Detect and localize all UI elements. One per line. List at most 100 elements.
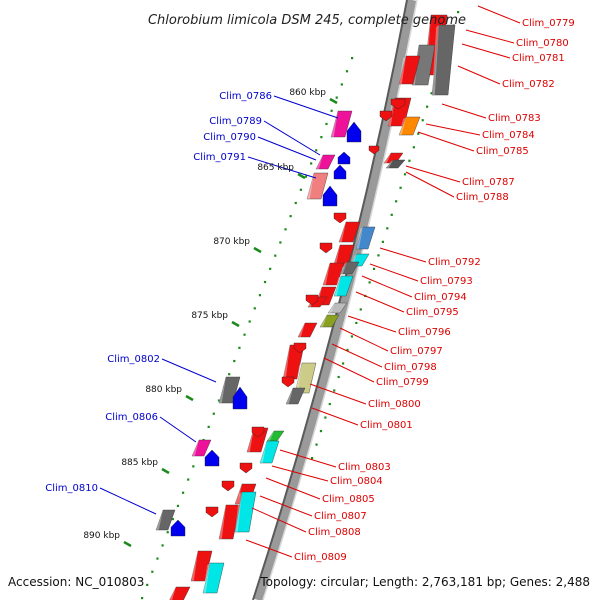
outer-dot <box>403 173 407 176</box>
reverse-arrow-1 <box>379 110 393 122</box>
reverse-arrow-5 <box>305 294 319 306</box>
inner-dot <box>181 491 185 494</box>
reverse-gene-glyph-7-shade <box>386 160 393 168</box>
outer-dot <box>381 240 384 243</box>
outer-dot <box>333 389 336 392</box>
reverse-gene-glyph-3 <box>431 24 456 96</box>
inner-dot <box>299 188 302 191</box>
reverse-arrow-8 <box>251 426 265 438</box>
outer-dot <box>355 321 358 325</box>
outer-dot <box>417 132 420 135</box>
reverse-leader-line <box>461 43 511 59</box>
reverse-gene-glyph-5-shade <box>399 117 406 135</box>
forward-gene-glyph-5 <box>155 509 176 531</box>
forward-gene-glyph-1 <box>315 154 336 170</box>
reverse-leader-line <box>311 407 359 426</box>
outer-dot <box>399 186 402 189</box>
reverse-gene-label: Clim_0783 <box>488 113 541 124</box>
inner-dot <box>176 504 180 508</box>
inner-dot <box>274 254 277 257</box>
reverse-leader-line <box>245 539 293 558</box>
reverse-gene-label: Clim_0800 <box>368 399 421 410</box>
inner-dot <box>304 175 308 178</box>
reverse-gene-label: Clim_0809 <box>294 552 347 563</box>
outer-dot <box>359 308 362 311</box>
reverse-gene-label: Clim_0785 <box>476 146 529 157</box>
reverse-leader-line <box>405 165 461 183</box>
forward-arrow-4 <box>232 386 248 410</box>
reverse-gene-glyph-9 <box>355 226 376 250</box>
reverse-gene-glyph-27 <box>218 504 241 540</box>
forward-gene-label: Clim_0791 <box>193 152 246 163</box>
inner-dot <box>233 359 236 363</box>
forward-gene-label: Clim_0802 <box>107 354 160 365</box>
outer-dot <box>341 362 345 365</box>
forward-leader-line <box>273 95 339 119</box>
reverse-gene-glyph-9-shade <box>356 227 363 249</box>
reverse-gene-label: Clim_0779 <box>522 18 575 29</box>
inner-dot <box>269 267 272 270</box>
outer-dot <box>390 213 393 216</box>
reverse-arrow-2 <box>368 145 380 155</box>
forward-gene-glyph-4 <box>191 439 212 457</box>
forward-gene-glyph-2-shade <box>307 173 314 199</box>
reverse-gene-glyph-18-shade <box>320 315 327 327</box>
tick-mark <box>185 394 194 402</box>
reverse-arrow-6 <box>293 342 307 354</box>
forward-gene-label: Clim_0789 <box>209 116 262 127</box>
reverse-gene-label: Clim_0782 <box>502 79 555 90</box>
reverse-gene-glyph-25-shade <box>260 441 267 463</box>
reverse-gene-glyph-22-shade <box>286 388 293 404</box>
reverse-leader-line <box>369 263 419 282</box>
reverse-leader-line <box>405 171 455 198</box>
inner-dot <box>217 399 221 402</box>
reverse-gene-glyph-13 <box>339 261 360 275</box>
reverse-leader-line <box>339 327 389 352</box>
inner-dot <box>151 570 154 573</box>
reverse-gene-glyph-2-shade <box>399 56 406 84</box>
inner-dot <box>325 122 328 126</box>
outer-dot <box>430 92 433 95</box>
tick-mark <box>123 540 132 548</box>
outer-dot <box>412 146 415 149</box>
forward-arrow-6 <box>170 519 186 537</box>
outer-dot <box>324 416 327 419</box>
inner-dot <box>330 109 333 112</box>
outer-dot <box>346 348 349 352</box>
reverse-gene-label: Clim_0804 <box>330 476 383 487</box>
inner-dot <box>141 597 144 600</box>
reverse-gene-label: Clim_0780 <box>516 38 569 49</box>
reverse-gene-label: Clim_0801 <box>360 420 413 431</box>
reverse-gene-glyph-24-shade <box>267 431 274 441</box>
reverse-gene-glyph-22 <box>285 387 306 405</box>
tick-label: 870 kbp <box>213 237 250 247</box>
reverse-gene-glyph-5 <box>398 116 421 136</box>
reverse-gene-glyph-31-shade <box>169 587 176 600</box>
outer-dot <box>395 200 398 203</box>
reverse-leader-line <box>347 315 397 333</box>
reverse-gene-label: Clim_0794 <box>414 292 467 303</box>
reverse-gene-glyph-28-shade <box>235 492 242 532</box>
reverse-leader-line <box>309 383 367 405</box>
reverse-leader-line <box>457 65 501 85</box>
outer-dot <box>315 443 318 446</box>
reverse-leader-line <box>441 103 487 119</box>
forward-gene-glyph-1-shade <box>316 155 323 169</box>
inner-dot <box>294 201 297 205</box>
forward-leader-line <box>247 156 317 179</box>
inner-dot <box>310 162 313 165</box>
reverse-gene-glyph-25 <box>259 440 280 464</box>
reverse-gene-label: Clim_0803 <box>338 462 391 473</box>
reverse-gene-glyph-27-shade <box>219 505 226 539</box>
forward-leader-line <box>161 358 217 383</box>
reverse-gene-label: Clim_0787 <box>462 177 515 188</box>
reverse-gene-glyph-23-shade <box>247 428 254 452</box>
tick-label: 880 kbp <box>145 385 182 395</box>
reverse-gene-glyph-30 <box>202 562 225 594</box>
forward-arrow-3 <box>322 185 338 207</box>
reverse-gene-label: Clim_0799 <box>376 377 429 388</box>
reverse-gene-glyph-30-shade <box>203 563 210 593</box>
outer-dot <box>457 11 460 14</box>
reverse-gene-glyph-3-shade <box>432 25 439 95</box>
